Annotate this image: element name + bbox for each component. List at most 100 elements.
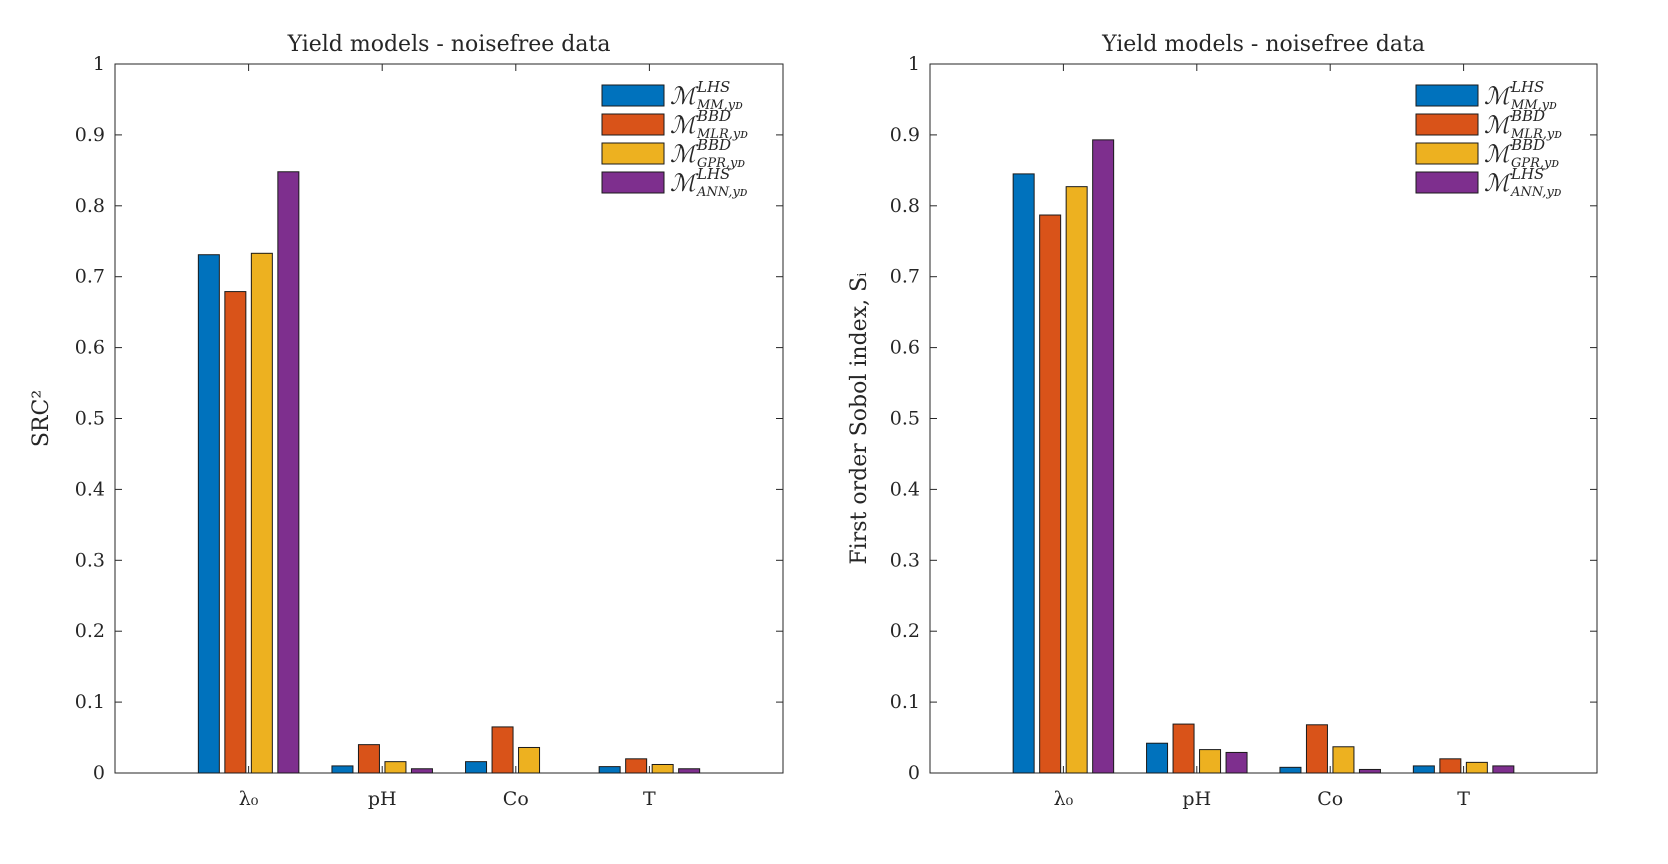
legend-sup: BBD — [1510, 107, 1545, 125]
legend-swatch — [601, 113, 665, 136]
bar — [331, 765, 354, 774]
x-tick-label: T — [1457, 788, 1470, 810]
x-tick-label: pH — [1182, 788, 1211, 810]
y-tick-label: 0 — [908, 762, 920, 784]
bar — [1092, 139, 1115, 774]
bar — [1065, 186, 1088, 774]
chart-title: Yield models - noisefree data — [287, 32, 611, 57]
y-tick-label: 0.1 — [890, 691, 920, 713]
y-tick-label: 0.2 — [75, 620, 105, 642]
bar — [1305, 724, 1328, 774]
y-tick-label: 0.2 — [890, 620, 920, 642]
legend-sub: ANN,yᴅ — [1510, 185, 1562, 200]
x-tick-label: pH — [368, 788, 397, 810]
legend-sup: BBD — [1510, 136, 1545, 154]
y-tick-label: 0.6 — [890, 337, 920, 359]
legend-sup: BBD — [696, 136, 731, 154]
legend-entry: ℳ BBD MLR,yᴅ — [1415, 107, 1562, 142]
legend-label: ℳ — [1484, 82, 1513, 110]
legend-sup: LHS — [696, 165, 730, 183]
y-tick-label: 0.7 — [890, 266, 920, 288]
bar — [1039, 214, 1062, 774]
bar — [1172, 723, 1195, 774]
y-tick-label: 0.1 — [75, 691, 105, 713]
bar — [598, 766, 621, 774]
legend-label: ℳ — [670, 82, 699, 110]
y-tick-label: 1 — [93, 53, 105, 75]
legend-sup: LHS — [1510, 78, 1544, 96]
bar — [1012, 173, 1035, 774]
legend-label: ℳ — [670, 140, 699, 168]
legend-sub: MM,yᴅ — [1510, 98, 1557, 113]
y-tick-label: 0.4 — [890, 478, 920, 500]
legend-sub: MM,yᴅ — [696, 98, 743, 113]
legend-entry: ℳ LHS MM,yᴅ — [1415, 78, 1557, 113]
bar — [1332, 746, 1355, 774]
legend-label: ℳ — [670, 111, 699, 139]
y-tick-label: 0.7 — [75, 266, 105, 288]
bar — [1412, 765, 1435, 774]
legend-sub: ANN,yᴅ — [696, 185, 748, 200]
y-tick-label: 0.3 — [75, 549, 105, 571]
legend-entry: ℳ LHS ANN,yᴅ — [1415, 165, 1562, 200]
x-tick-label: T — [643, 788, 656, 810]
x-tick-label: λ₀ — [1054, 788, 1074, 810]
bar — [625, 758, 648, 774]
y-tick-label: 0.8 — [75, 195, 105, 217]
bar — [410, 768, 433, 774]
legend-sub: GPR,yᴅ — [1511, 156, 1559, 171]
x-tick-label: λ₀ — [239, 788, 259, 810]
legend-swatch — [601, 171, 665, 194]
legend-sub: MLR,yᴅ — [696, 127, 748, 142]
legend-swatch — [1415, 84, 1479, 107]
legend-entry: ℳ BBD GPR,yᴅ — [1415, 136, 1559, 171]
bar — [224, 291, 247, 774]
y-axis-label: First order Sobol index, Sᵢ — [847, 272, 872, 565]
bar — [1199, 749, 1222, 774]
x-tick-label: Co — [503, 788, 529, 810]
chart-title: Yield models - noisefree data — [1101, 32, 1425, 57]
y-tick-label: 0.5 — [890, 408, 920, 430]
legend-swatch — [1415, 171, 1479, 194]
y-tick-label: 0.8 — [890, 195, 920, 217]
bar — [1225, 751, 1248, 774]
bar — [1358, 768, 1381, 774]
bar — [250, 252, 273, 774]
y-tick-label: 0.6 — [75, 337, 105, 359]
y-axis-label: SRC² — [29, 390, 54, 447]
legend-swatch — [1415, 142, 1479, 165]
legend-swatch — [1415, 113, 1479, 136]
legend-label: ℳ — [1484, 111, 1513, 139]
legend-sub: MLR,yᴅ — [1510, 127, 1562, 142]
y-tick-label: 0 — [93, 762, 105, 784]
legend-label: ℳ — [1484, 169, 1513, 197]
legend-entry: ℳ LHS ANN,yᴅ — [601, 165, 748, 200]
bar — [491, 726, 514, 774]
legend-swatch — [601, 84, 665, 107]
legend-sub: GPR,yᴅ — [697, 156, 745, 171]
legend-label: ℳ — [670, 169, 699, 197]
bar — [1439, 758, 1462, 774]
bar — [357, 744, 380, 774]
chart-panel-1: 0 0.1 0.2 0.3 0.4 0.5 0.6 0.7 0.8 0.9 1 λ₀ pH Co T Yiel… — [29, 32, 784, 810]
bar — [384, 761, 407, 774]
legend-sup: BBD — [696, 107, 731, 125]
y-tick-label: 0.9 — [75, 124, 105, 146]
y-tick-label: 0.3 — [890, 549, 920, 571]
legend-entry: ℳ LHS MM,yᴅ — [601, 78, 743, 113]
bar — [277, 171, 300, 774]
y-tick-label: 0.4 — [75, 478, 105, 500]
bar — [465, 761, 488, 774]
bar — [678, 768, 701, 774]
y-tick-label: 0.9 — [890, 124, 920, 146]
legend-entry: ℳ BBD MLR,yᴅ — [601, 107, 748, 142]
bar — [1146, 742, 1169, 774]
y-tick-label: 1 — [908, 53, 920, 75]
chart-panel-2: 0 0.1 0.2 0.3 0.4 0.5 0.6 0.7 0.8 0.9 1 λ₀ pH Co T Yiel… — [847, 32, 1598, 810]
bar — [1465, 761, 1488, 774]
bar — [1492, 765, 1515, 774]
y-tick-label: 0.5 — [75, 408, 105, 430]
legend-swatch — [601, 142, 665, 165]
